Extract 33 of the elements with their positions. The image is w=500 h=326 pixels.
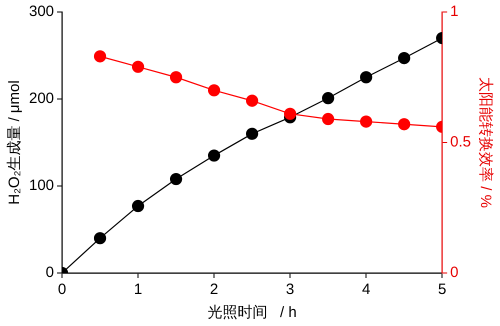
y-tick-label: 0 xyxy=(46,264,54,282)
y-tick-label: 200 xyxy=(28,90,54,108)
y-tick-label: 300 xyxy=(28,3,54,20)
point xyxy=(94,50,106,62)
x-axis-title: 光照时间 / h xyxy=(207,304,297,322)
point xyxy=(132,60,144,73)
point xyxy=(208,84,220,96)
point xyxy=(398,118,410,130)
point xyxy=(170,71,182,84)
y-tick-label: 100 xyxy=(28,177,54,194)
y2-axis-title: 太阳能转换效率 / % xyxy=(476,77,494,208)
x-tick-label: 1 xyxy=(134,281,142,298)
point xyxy=(246,94,258,107)
x-tick-label: 2 xyxy=(210,281,218,298)
y2-tick-label: 1 xyxy=(450,3,458,20)
x-tick-label: 3 xyxy=(286,281,294,298)
point xyxy=(132,200,144,212)
x-tick-label: 4 xyxy=(362,281,370,298)
point xyxy=(398,52,410,64)
y2-tick-label: 0 xyxy=(450,264,458,282)
x-tick-label: 0 xyxy=(58,281,66,298)
point xyxy=(284,108,296,120)
point xyxy=(322,92,334,104)
point xyxy=(322,112,334,126)
point xyxy=(208,149,220,162)
x-tick-label: 5 xyxy=(438,281,446,298)
y2-tick-label: 0.5 xyxy=(450,134,472,151)
y-axis-title: H₂O₂生成量 / μmol xyxy=(6,80,24,205)
point xyxy=(170,172,182,186)
point xyxy=(360,71,372,84)
point xyxy=(94,232,106,244)
point xyxy=(246,128,258,140)
point xyxy=(360,116,372,128)
